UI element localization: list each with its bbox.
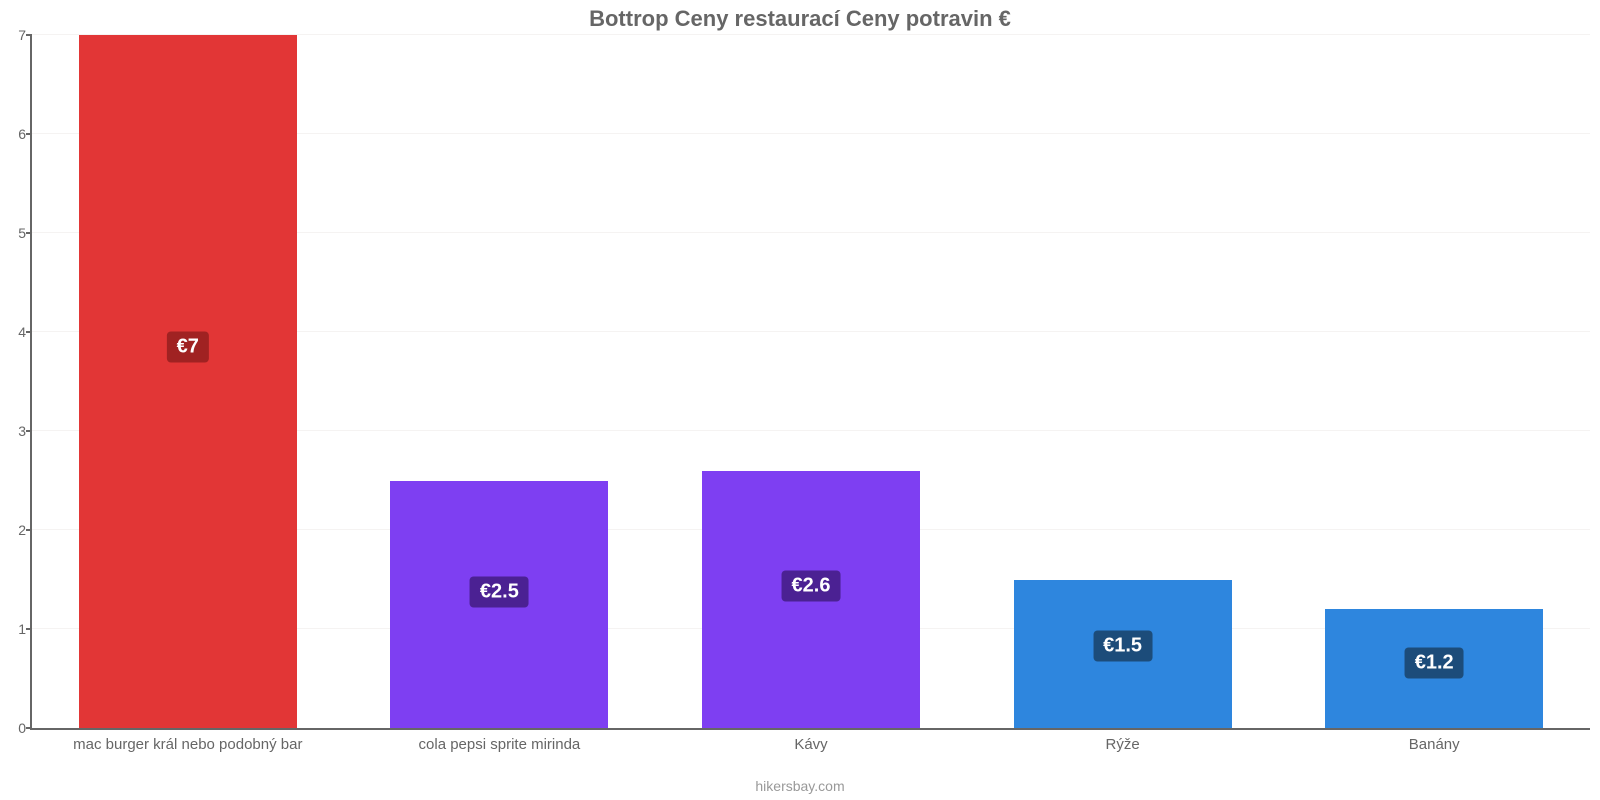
xtick-label: Banány	[1409, 728, 1460, 753]
bar: €1.2	[1325, 609, 1543, 728]
ytick-label: 7	[18, 27, 32, 43]
bar-value-label: €1.5	[1093, 631, 1152, 662]
ytick-label: 1	[18, 621, 32, 637]
chart-title: Bottrop Ceny restaurací Ceny potravin €	[0, 6, 1600, 32]
price-bar-chart: Bottrop Ceny restaurací Ceny potravin € …	[0, 0, 1600, 800]
bar: €1.5	[1014, 580, 1232, 729]
xtick-label: cola pepsi sprite mirinda	[419, 728, 581, 753]
ytick-label: 6	[18, 126, 32, 142]
bar-value-label: €2.6	[782, 571, 841, 602]
ytick-label: 2	[18, 522, 32, 538]
xtick-label: Kávy	[794, 728, 827, 753]
plot-area: 01234567€7mac burger král nebo podobný b…	[30, 35, 1590, 730]
bar: €2.5	[390, 481, 608, 729]
chart-caption: hikersbay.com	[0, 778, 1600, 794]
ytick-label: 5	[18, 225, 32, 241]
bar-value-label: €7	[167, 331, 209, 362]
bar: €7	[79, 35, 297, 728]
bar: €2.6	[702, 471, 920, 728]
ytick-label: 4	[18, 324, 32, 340]
xtick-label: Rýže	[1106, 728, 1140, 753]
ytick-label: 3	[18, 423, 32, 439]
ytick-label: 0	[18, 720, 32, 736]
bar-value-label: €1.2	[1405, 647, 1464, 678]
bar-value-label: €2.5	[470, 576, 529, 607]
xtick-label: mac burger král nebo podobný bar	[73, 728, 302, 753]
